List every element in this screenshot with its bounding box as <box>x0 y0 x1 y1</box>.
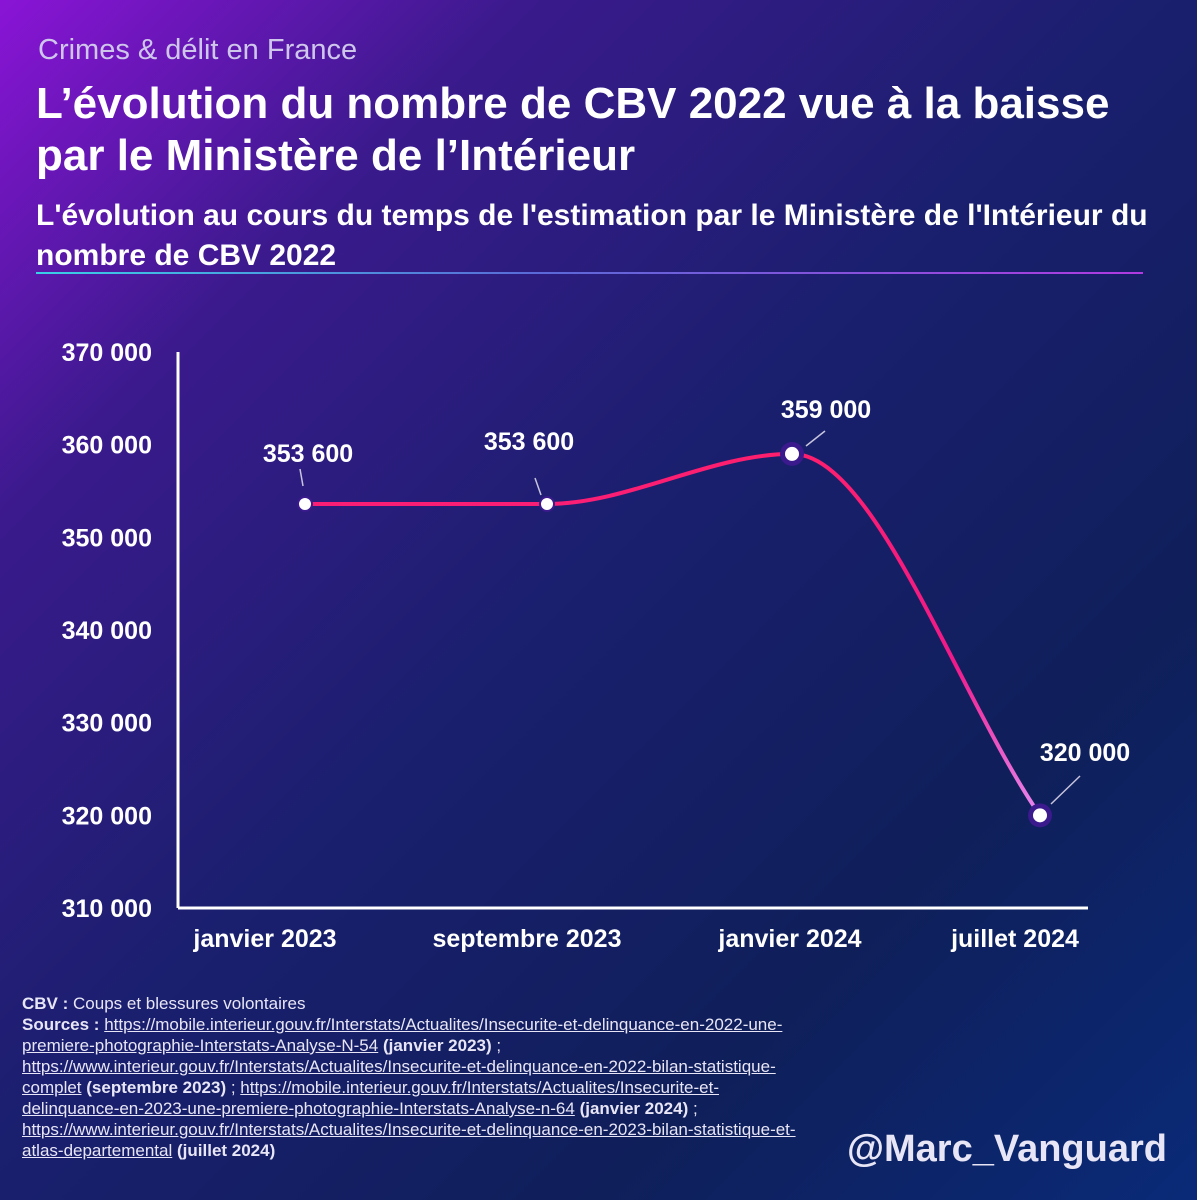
source-date-4: (juillet 2024) <box>177 1141 276 1160</box>
y-tick-label: 370 000 <box>62 339 152 367</box>
cbv-definition: CBV : Coups et blessures volontaires <box>22 993 812 1014</box>
data-point <box>1033 808 1047 823</box>
y-tick-label: 350 000 <box>62 524 152 552</box>
cbv-abbr: CBV : <box>22 994 69 1013</box>
x-tick-label: janvier 2024 <box>717 925 861 953</box>
source-date-3: (janvier 2024) <box>579 1099 689 1118</box>
source-date-1: (janvier 2023) <box>382 1036 492 1055</box>
data-label: 359 000 <box>781 396 871 424</box>
x-tick-label: juillet 2024 <box>950 925 1079 953</box>
data-label: 353 600 <box>263 440 353 468</box>
data-label: 320 000 <box>1040 739 1130 767</box>
y-tick-label: 330 000 <box>62 710 152 738</box>
chart-overline: Crimes & délit en France <box>38 34 358 66</box>
chart-footer: CBV : Coups et blessures volontaires Sou… <box>22 993 812 1161</box>
source-date-2: (septembre 2023) <box>86 1078 227 1097</box>
source-link-4[interactable]: https://www.interieur.gouv.fr/Interstats… <box>22 1120 796 1160</box>
y-tick-label: 310 000 <box>62 895 152 923</box>
data-label: 353 600 <box>484 428 574 456</box>
separator: ; <box>688 1099 698 1118</box>
author-handle: @Marc_Vanguard <box>846 1128 1167 1170</box>
x-tick-label: septembre 2023 <box>432 925 621 953</box>
cbv-def-text: Coups et blessures volontaires <box>68 994 306 1013</box>
data-label-leader <box>1050 775 1081 805</box>
data-label-leader <box>299 468 304 487</box>
data-label-leader <box>805 430 826 447</box>
source-link-2[interactable]: https://www.interieur.gouv.fr/Interstats… <box>22 1057 776 1097</box>
y-tick-label: 320 000 <box>62 802 152 830</box>
y-tick-label: 340 000 <box>62 617 152 645</box>
sources-block: Sources : https://mobile.interieur.gouv.… <box>22 1014 812 1161</box>
data-point <box>539 495 555 512</box>
title-divider <box>36 272 1143 274</box>
chart-title: L’évolution du nombre de CBV 2022 vue à … <box>36 79 1110 180</box>
line-chart: 310 000 320 000 330 000 340 000 350 000 360 0… <box>62 339 1131 953</box>
source-link-3[interactable]: https://mobile.interieur.gouv.fr/Interst… <box>22 1078 720 1118</box>
data-label-leader <box>534 477 542 496</box>
data-point <box>785 446 799 461</box>
sources-label: Sources : <box>22 1015 100 1034</box>
x-tick-label: janvier 2023 <box>192 925 336 953</box>
series-line <box>303 451 1042 818</box>
chart-subtitle: L'évolution au cours du temps de l'estim… <box>36 199 1148 272</box>
data-point <box>297 495 313 512</box>
source-link-1[interactable]: https://mobile.interieur.gouv.fr/Interst… <box>22 1015 783 1055</box>
y-tick-label: 360 000 <box>62 432 152 460</box>
separator: ; <box>491 1036 502 1055</box>
separator: ; <box>226 1078 241 1097</box>
